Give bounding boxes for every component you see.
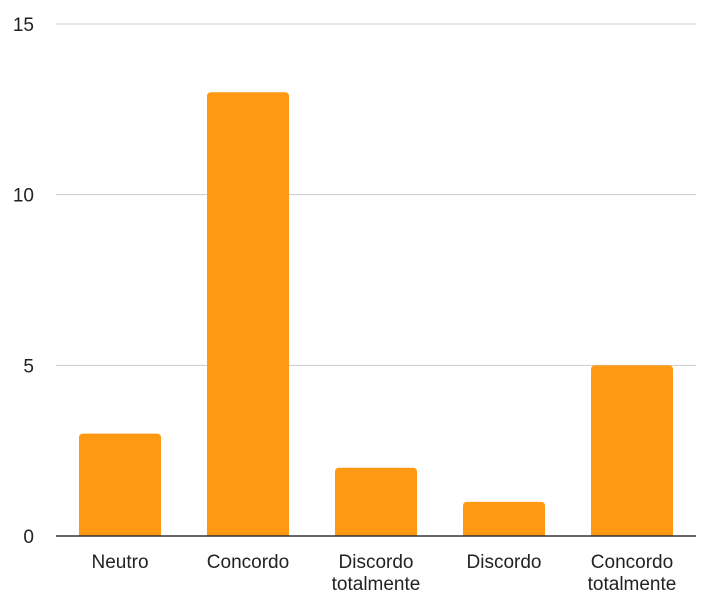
x-tick-label-line: Concordo (591, 552, 673, 573)
x-tick-label-line: Discordo (339, 552, 414, 573)
x-tick-label-line: Discordo (467, 552, 542, 573)
x-tick-label: Discordo (467, 552, 542, 573)
x-tick-labels: Neutro Concordo Discordo totalmenteDiscordo… (91, 552, 676, 595)
gridlines (56, 23, 696, 366)
x-tick-label: Concordo (207, 552, 289, 573)
x-tick-label: Concordo totalmente (588, 552, 677, 595)
x-tick-label: Discordo totalmente (332, 552, 421, 595)
bar (79, 433, 161, 536)
bar (207, 92, 289, 537)
x-tick-label: Neutro (91, 552, 148, 573)
y-tick-label: 10 (13, 186, 34, 207)
x-tick-label-line: totalmente (588, 574, 677, 595)
y-tick-label: 5 (23, 356, 34, 377)
y-tick-label: 15 (13, 15, 34, 36)
y-tick-labels: 0 5 10 15 (13, 15, 34, 548)
bar (591, 365, 673, 536)
bar (335, 467, 417, 536)
y-tick-label: 0 (23, 527, 34, 548)
bars (79, 92, 673, 537)
x-tick-label-line: Concordo (207, 552, 289, 573)
x-tick-label-line: Neutro (91, 552, 148, 573)
bar (463, 501, 545, 536)
x-tick-label-line: totalmente (332, 574, 421, 595)
